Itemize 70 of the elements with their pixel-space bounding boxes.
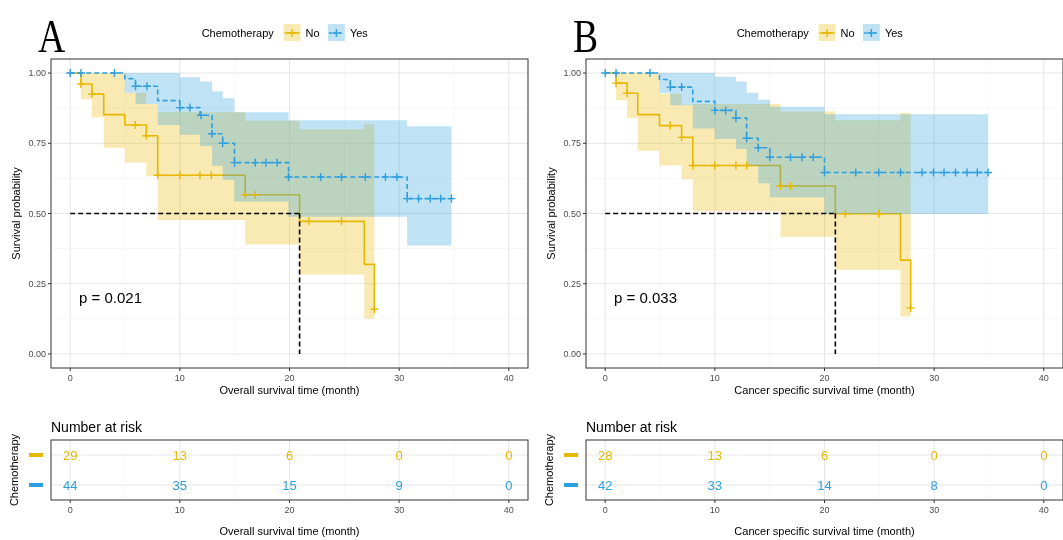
data-label: 8 bbox=[930, 478, 938, 493]
x-axis-title: Overall survival time (month) bbox=[219, 384, 360, 396]
y-tick-label: 0.25 bbox=[28, 278, 46, 289]
chart-title: Number at risk bbox=[586, 419, 679, 435]
data-label: 0 bbox=[1040, 478, 1048, 493]
x-tick-label: 20 bbox=[819, 373, 830, 383]
x-tick-label: 40 bbox=[503, 373, 514, 383]
x-tick-label: 0 bbox=[67, 373, 73, 383]
data-label: 42 bbox=[597, 478, 613, 493]
x-tick-label: 20 bbox=[284, 505, 295, 515]
x-tick-label: 0 bbox=[67, 505, 73, 515]
data-label: 0 bbox=[505, 448, 513, 463]
x-tick-label: 0 bbox=[602, 505, 608, 515]
y-tick-label: 0.25 bbox=[563, 278, 581, 289]
data-label: 6 bbox=[285, 448, 294, 463]
x-tick-label: 40 bbox=[503, 505, 514, 515]
x-axis-title: Cancer specific survival time (month) bbox=[734, 384, 915, 396]
x-tick-label: 10 bbox=[174, 373, 185, 383]
y-tick-label: 1.00 bbox=[28, 68, 46, 79]
x-tick-label: 10 bbox=[709, 505, 720, 515]
data-label: 15 bbox=[282, 478, 297, 493]
y-tick-label: 1.00 bbox=[563, 68, 581, 79]
y-tick-label: 0.50 bbox=[563, 208, 581, 219]
x-tick-label: 20 bbox=[819, 505, 830, 515]
data-label: 0 bbox=[505, 478, 513, 493]
y-axis-title: Chemotherapy bbox=[543, 433, 555, 507]
x-tick-label: 30 bbox=[929, 373, 940, 383]
y-axis-title: Survival probability bbox=[10, 166, 22, 260]
data-label: 13 bbox=[707, 448, 723, 463]
y-tick-label: 0.50 bbox=[28, 208, 46, 219]
x-tick-label: 40 bbox=[1038, 505, 1049, 515]
legend-label: No bbox=[305, 27, 320, 39]
data-label: 13 bbox=[172, 448, 188, 463]
data-label: 28 bbox=[597, 448, 613, 463]
legend-title: Chemotherapy bbox=[736, 27, 810, 39]
data-label: 6 bbox=[820, 448, 829, 463]
data-label: 29 bbox=[62, 448, 78, 463]
x-tick-label: 30 bbox=[394, 505, 405, 515]
x-tick-label: 0 bbox=[602, 373, 608, 383]
legend-label: No bbox=[840, 27, 855, 39]
x-axis-title: Cancer specific survival time (month) bbox=[734, 525, 915, 537]
y-tick-label: 0.75 bbox=[563, 138, 581, 149]
x-tick-label: 30 bbox=[929, 505, 940, 515]
data-label: 35 bbox=[172, 478, 188, 493]
chart-title: Number at risk bbox=[51, 419, 144, 435]
x-tick-label: 40 bbox=[1038, 373, 1049, 383]
annotation: p = 0.033 bbox=[614, 288, 677, 306]
data-label: 14 bbox=[817, 478, 832, 493]
legend-label: Yes bbox=[349, 27, 369, 39]
data-label: 0 bbox=[1040, 448, 1048, 463]
data-label: 44 bbox=[62, 478, 78, 493]
data-label: 0 bbox=[930, 448, 938, 463]
x-tick-label: 30 bbox=[394, 373, 405, 383]
x-tick-label: 20 bbox=[284, 373, 295, 383]
data-label: 0 bbox=[395, 448, 403, 463]
y-axis-title: Chemotherapy bbox=[8, 433, 20, 507]
x-tick-label: 10 bbox=[709, 373, 720, 383]
y-axis-title: Survival probability bbox=[545, 166, 557, 260]
legend-label: Yes bbox=[884, 27, 904, 39]
data-label: 9 bbox=[395, 478, 403, 493]
chart-title: B bbox=[573, 11, 599, 62]
y-tick-label: 0.75 bbox=[28, 138, 46, 149]
x-tick-label: 10 bbox=[174, 505, 185, 515]
x-axis-title: Overall survival time (month) bbox=[219, 525, 360, 537]
legend-title: Chemotherapy bbox=[201, 27, 275, 39]
y-tick-label: 0.00 bbox=[28, 348, 46, 359]
annotation: p = 0.021 bbox=[79, 288, 142, 306]
y-tick-label: 0.00 bbox=[563, 348, 581, 359]
data-label: 33 bbox=[707, 478, 723, 493]
chart-title: A bbox=[38, 11, 66, 62]
